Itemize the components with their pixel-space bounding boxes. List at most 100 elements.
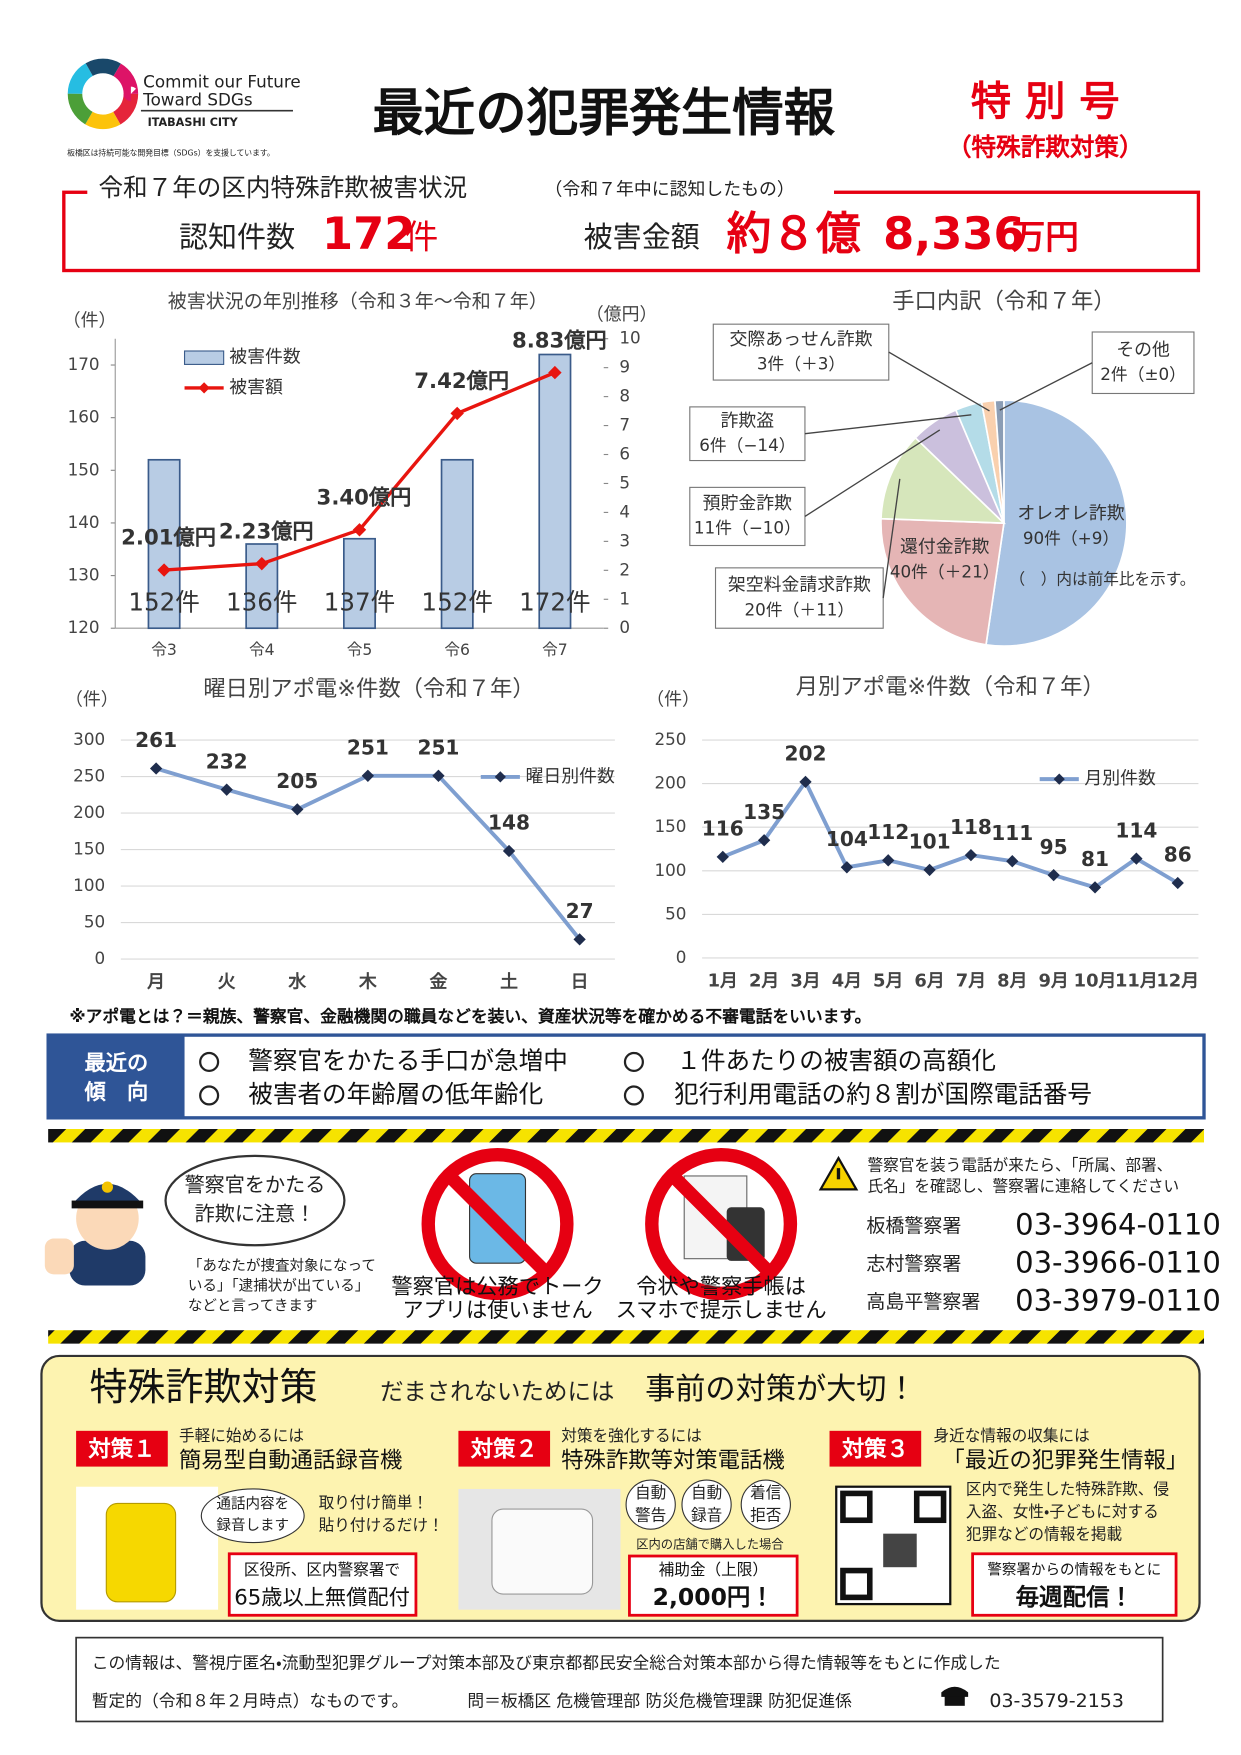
prohibit-bar xyxy=(443,1170,552,1278)
tag-box xyxy=(76,1430,168,1467)
police-badge xyxy=(101,1181,114,1193)
line-marker xyxy=(1171,876,1184,890)
y2-tick-label: 2 xyxy=(619,559,630,579)
line-marker xyxy=(923,863,936,877)
pie-slice xyxy=(880,517,1005,646)
y-tick-label: 50 xyxy=(665,903,686,923)
x-tick-label: 日 xyxy=(571,972,589,993)
leader-line xyxy=(804,429,941,518)
bar-value-label: 136件 xyxy=(226,588,298,617)
trends-label: 最近の xyxy=(85,1051,149,1076)
data-label: 135 xyxy=(743,800,785,824)
x-tick-label: 1月 xyxy=(708,970,738,991)
description-text: 区内で発生した特殊詐欺、侵 xyxy=(966,1480,1170,1499)
box-text: 65歳以上無償配付 xyxy=(234,1586,410,1611)
tag-box xyxy=(829,1430,922,1467)
y2-axis-label: （億円） xyxy=(586,304,658,325)
pie-category-label: オレオレ詐欺 xyxy=(1017,503,1124,524)
y-tick-label: 200 xyxy=(654,773,686,793)
legend-label: 被害件数 xyxy=(229,347,301,368)
change-label: （＋11） xyxy=(783,599,855,619)
box-text: 補助金（上限） xyxy=(659,1560,768,1579)
y2-tick-label: 5 xyxy=(619,472,630,492)
phone-shape xyxy=(491,1508,594,1595)
y2-tick-label: 4 xyxy=(619,501,630,521)
label: 被害金額 xyxy=(584,220,700,254)
line-marker xyxy=(352,523,367,537)
x-tick-label: 11月 xyxy=(1115,970,1158,991)
measure-name: 「最近の犯罪発生情報」 xyxy=(942,1448,1188,1474)
y-tick-label: 100 xyxy=(73,875,105,895)
line xyxy=(722,778,1179,890)
footer-text: 暫定的（令和８年２月時点）なものです。 xyxy=(92,1690,409,1710)
data-label: 202 xyxy=(785,742,827,766)
y-tick-label: 160 xyxy=(68,407,100,427)
qr-module xyxy=(883,1533,917,1568)
chart-title: 手口内訳（令和７年） xyxy=(892,288,1115,314)
x-tick-label: 5月 xyxy=(873,970,903,991)
feature-text: 拒否 xyxy=(750,1505,781,1524)
no-app-icon xyxy=(421,1148,574,1301)
x-tick-label: 3月 xyxy=(790,970,820,991)
pie-value-label: 20件（＋11） xyxy=(745,599,855,619)
bar xyxy=(342,537,376,630)
station-name: 志村警察署 xyxy=(866,1253,961,1275)
station-phone: 03-3979-0110 xyxy=(1015,1283,1221,1317)
no-warrant-icon xyxy=(645,1148,798,1301)
line-marker xyxy=(1088,881,1102,894)
bubble-text: 通話内容を xyxy=(216,1496,289,1513)
icon-caption: アプリは使いません xyxy=(402,1298,592,1323)
data-label: 101 xyxy=(909,830,951,854)
legend-label: 被害額 xyxy=(229,377,283,398)
pie-value-label: 6件（−14） xyxy=(699,435,795,455)
bullet xyxy=(623,1085,644,1106)
line-marker xyxy=(1006,855,1019,868)
feature-text: 自動 xyxy=(691,1483,722,1502)
tag-box xyxy=(458,1430,551,1467)
station-name: 板橋警察署 xyxy=(866,1215,961,1237)
pie-value-label: 11件（−10） xyxy=(694,518,801,538)
logo-note: 板橋区は持続可能な開発目標（SDGs）を支援しています。 xyxy=(67,148,275,158)
measure-name: 特殊詐欺等対策電話機 xyxy=(561,1448,784,1474)
label-box xyxy=(712,323,890,381)
qr-finder xyxy=(840,1567,873,1601)
warning-icon xyxy=(818,1155,859,1191)
x-tick-label: 令3 xyxy=(151,640,177,659)
speech-bubble xyxy=(164,1154,346,1247)
feature-text: 警告 xyxy=(635,1505,666,1524)
police-visor xyxy=(71,1200,144,1209)
line-marker xyxy=(149,762,163,775)
x-tick-label: 水 xyxy=(287,971,306,993)
trend-item: 犯行利用電話の約８割が国際電話番号 xyxy=(674,1079,1092,1108)
recorder-image xyxy=(76,1486,219,1610)
line-value-label: 8.83億円 xyxy=(512,328,607,353)
logo-text: Commit our Future xyxy=(143,72,301,92)
line-marker xyxy=(882,854,895,867)
x-tick-label: 月 xyxy=(146,972,165,993)
bar-value-label: 172件 xyxy=(519,588,591,617)
warning-text: 氏名」を確認し、警察署に連絡してください xyxy=(868,1177,1180,1196)
bullet xyxy=(623,1051,644,1073)
pie-category-label: 交際あっせん詐欺 xyxy=(730,329,873,350)
x-tick-label: 7月 xyxy=(956,970,986,991)
measures-title: 特殊詐欺対策 xyxy=(90,1365,318,1409)
measure-tag: 対策１ xyxy=(88,1435,155,1462)
qr-finder xyxy=(913,1490,947,1524)
x-tick-label: 令4 xyxy=(249,640,275,659)
prohibit-circle xyxy=(645,1148,798,1301)
y2-tick-label: 3 xyxy=(619,530,630,550)
icon-caption: 警察官は公務でトーク xyxy=(391,1275,603,1300)
feature-text: 録音 xyxy=(691,1505,722,1524)
x-tick-label: 9月 xyxy=(1039,970,1069,991)
police-hand xyxy=(44,1238,74,1275)
y-tick-label: 300 xyxy=(73,729,105,749)
y2-tick-label: 9 xyxy=(619,357,630,377)
data-label: 232 xyxy=(206,749,248,773)
data-label: 148 xyxy=(488,811,530,835)
condition-text: 区内の店舗で購入した場合 xyxy=(636,1537,783,1551)
y-tick-label: 150 xyxy=(73,839,105,859)
x-tick-label: 土 xyxy=(500,972,518,993)
box-text: 毎週配信！ xyxy=(1016,1583,1133,1611)
measure-point: 取り付け簡単！ xyxy=(319,1493,428,1512)
